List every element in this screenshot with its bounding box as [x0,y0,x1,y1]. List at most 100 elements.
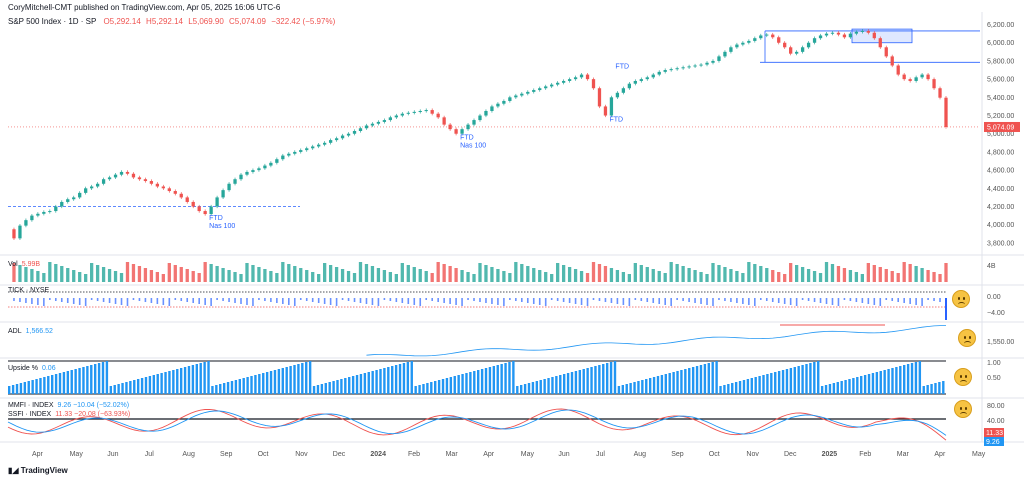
upside-bar [695,366,699,394]
upside-bar [621,385,625,394]
tick-bar [700,298,702,304]
tick-bar [78,298,81,305]
tick-bar [742,298,744,304]
candle-body [251,170,255,172]
tick-bar [532,298,535,304]
upside-label: Upside % [8,365,38,372]
candle-body [842,34,847,38]
tick-bar [491,298,493,304]
candle-body [382,120,387,122]
candle-body [735,44,739,48]
ssfi-value: 11.33 −20.08 (−63.93%) [55,411,131,418]
candle-body [926,74,930,80]
candle-body [765,34,769,36]
tick-bar [736,298,738,303]
candle-body [902,74,906,80]
candle-body [418,110,422,112]
upside-bar [97,363,101,394]
upside-bar [633,382,636,394]
tick-bar [855,298,858,302]
upside-bar [39,378,42,394]
time-tick-label: Apr [934,451,946,458]
volume-bar [101,267,106,282]
ohlc-close: C5,074.09 [229,17,266,26]
upside-bar [406,362,410,394]
volume-bar [299,268,303,282]
mmfi-legend[interactable]: MMFI · INDEX 9.26 −10.04 (−52.02%) [8,402,129,409]
volume-bar [824,262,829,282]
upside-bar [484,368,488,394]
upside-bar [305,362,308,394]
upside-bar [594,366,597,394]
tick-bar [329,298,332,305]
candle-body [42,211,46,214]
upside-bar [758,376,761,394]
tick-bar [108,298,111,303]
upside-bar [273,370,277,394]
candle-body [203,211,207,215]
tick-bar [43,298,45,306]
volume-legend[interactable]: Vol 5.99B [8,261,40,268]
tick-bar [759,298,762,300]
upside-bar [324,383,327,394]
volume-bar [860,274,864,282]
tick-bar [353,298,356,302]
candle-body [532,90,536,92]
candle-body [257,168,261,171]
upside-bar [183,367,187,394]
upside-bar [688,368,691,394]
adl-legend[interactable]: ADL 1,566.52 [8,328,53,335]
volume-bar [633,263,637,282]
upside-bar [93,364,97,394]
volume-bar [872,265,876,282]
tick-bar [455,298,457,305]
upside-bar [215,385,218,394]
upside-bar [434,381,437,394]
mmfi-value: 9.26 −10.04 (−52.02%) [57,402,130,409]
tick-bar [246,298,248,305]
mmfi-badge [984,437,1004,446]
upside-bar [70,370,73,394]
tick-bar [102,298,105,302]
volume-bar [36,271,40,282]
candle-body [675,68,679,70]
volume-bar [245,263,249,282]
tick-bar [771,298,774,302]
tradingview-logo[interactable]: ▮◢ TradingView [8,466,68,475]
tick-bar [658,298,661,304]
symbol-name[interactable]: S&P 500 Index · 1D · SP [8,17,97,26]
volume-bar [424,271,428,282]
upside-bar [480,369,484,394]
volume-bar [573,269,578,282]
ssfi-legend[interactable]: SSFI · INDEX 11.33 −20.08 (−63.93%) [8,411,130,418]
volume-bar [179,267,183,282]
volume-bar [717,265,721,282]
volume-bar [944,263,948,282]
candle-body [448,124,452,130]
upside-bar [785,369,789,394]
upside-bar [437,380,441,394]
tick-bar [485,298,487,303]
candle-body [556,82,560,85]
upside-value: 0.06 [41,365,56,372]
volume-bar [669,262,673,282]
upside-bar [430,382,433,394]
upside-bar [508,362,511,394]
upside-bar [441,379,445,394]
tick-bar [754,298,756,306]
volume-bar [526,266,530,282]
volume-bar [137,266,142,282]
upside-bar [809,363,812,394]
upside-bar [676,371,679,394]
symbol-legend[interactable]: S&P 500 Index · 1D · SP O5,292.14 H5,292… [8,17,335,26]
tick-bar [688,298,690,302]
volume-bar [615,270,620,282]
tick-bar [730,298,732,302]
upside-bar [258,374,261,394]
tick-legend[interactable]: TICK · NYSE [8,287,49,294]
tick-bar [377,298,380,306]
time-tick-label: Jun [107,451,118,458]
upside-legend[interactable]: Upside % 0.06 [8,365,56,372]
tick-bar [311,298,314,302]
